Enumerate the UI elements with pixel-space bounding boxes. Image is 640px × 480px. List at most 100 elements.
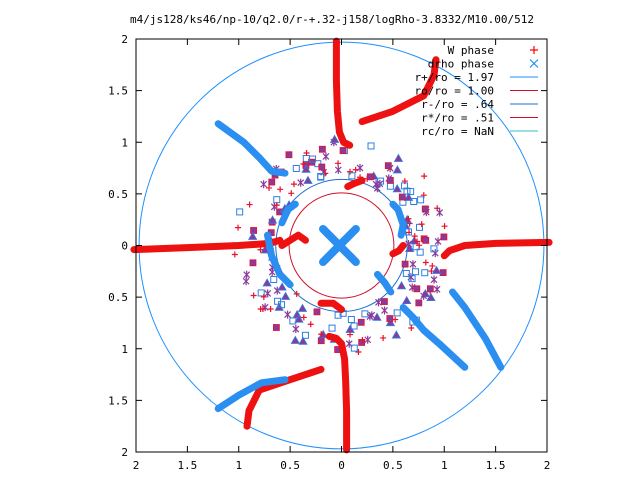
w-phase-arm-5: [358, 56, 440, 126]
ring-point: [352, 166, 359, 173]
ring-point: [393, 153, 404, 162]
ring-point: [409, 260, 417, 269]
ring-point: [231, 251, 238, 258]
ring-point: [249, 259, 257, 267]
ring-point: [421, 173, 428, 180]
ring-point: [260, 180, 268, 189]
ring-point: [359, 336, 366, 343]
ring-point: [262, 278, 272, 287]
ring-point: [285, 151, 293, 159]
ring-point: [431, 265, 442, 274]
ring-point: [386, 182, 394, 190]
ring-point: [402, 269, 410, 277]
ring-point: [356, 163, 364, 172]
ring-point: [257, 306, 264, 313]
ring-point: [398, 193, 406, 201]
ring-point: [329, 134, 340, 143]
ring-point: [426, 285, 434, 293]
ring-point: [413, 285, 421, 293]
ring-point: [250, 292, 257, 299]
ring-point: [385, 174, 393, 183]
ring-point: [408, 325, 415, 332]
x-tick-label: 2: [133, 459, 140, 472]
ring-point: [429, 262, 436, 269]
ring-point: [277, 282, 287, 291]
ring-point: [418, 221, 425, 228]
ring-point: [366, 173, 374, 181]
ring-point: [380, 298, 388, 305]
ring-point: [364, 335, 372, 344]
ring-point: [392, 165, 403, 174]
ring-point: [297, 303, 308, 312]
ring-point: [372, 180, 380, 189]
ring-point: [250, 227, 257, 234]
ring-point: [257, 246, 264, 253]
drho-phase-arm-3: [449, 288, 505, 371]
ring-point: [366, 312, 374, 321]
x-tick-label: 1: [441, 459, 448, 472]
w-phase-arm-1: [130, 236, 284, 254]
ring-point: [421, 205, 429, 213]
ring-point: [396, 281, 407, 290]
ring-point: [411, 233, 418, 240]
w-phase-arm-9: [389, 242, 407, 258]
center-cross-mark: [319, 224, 360, 267]
ring-point: [301, 331, 309, 339]
drho-phase-arm-0: [214, 120, 289, 177]
ring-point: [426, 292, 436, 301]
y-tick-label: 1.5: [108, 85, 128, 98]
w-phase-arm-3: [332, 37, 354, 149]
ring-point: [433, 285, 441, 294]
ring-point: [293, 290, 300, 297]
ring-point: [318, 145, 326, 153]
ring-point: [416, 242, 423, 249]
ring-point: [412, 268, 420, 276]
ring-point: [274, 302, 284, 311]
radius-circle-2: [288, 192, 395, 299]
ring-point: [273, 202, 280, 209]
legend-label: r*/ro = .51: [421, 112, 494, 125]
w-phase-arm-4: [243, 365, 325, 430]
ring-point: [357, 318, 365, 326]
ring-point: [422, 259, 429, 266]
ring-point: [322, 152, 330, 161]
x-tick-label: 1: [235, 459, 242, 472]
y-tick-label: 1: [121, 343, 128, 356]
ring-point: [417, 196, 425, 204]
drho-phase-arm-5: [374, 270, 395, 296]
ring-point: [367, 142, 375, 150]
ring-point: [392, 184, 402, 193]
ring-point: [393, 309, 401, 317]
ring-point: [404, 243, 415, 253]
ring-point: [404, 228, 412, 236]
ring-point: [348, 172, 356, 180]
ring-point: [421, 269, 429, 277]
ring-point: [391, 330, 402, 339]
legend-label: r-/ro = .64: [421, 98, 494, 111]
ring-point: [403, 187, 411, 195]
ring-point: [280, 291, 291, 300]
ring-point: [422, 236, 430, 244]
y-tick-label: 0.5: [108, 291, 128, 304]
legend-label: rc/ro = NaN: [421, 125, 494, 138]
drho-phase-arm-2: [214, 376, 289, 413]
ring-point: [375, 298, 382, 307]
ring-point: [384, 162, 392, 170]
ring-point: [291, 181, 298, 188]
ring-point: [270, 276, 278, 284]
ring-point: [402, 295, 412, 305]
ring-point: [347, 315, 355, 323]
ring-point: [292, 164, 300, 172]
ring-point: [236, 208, 244, 216]
legend-label: drho phase: [428, 58, 494, 71]
ring-point: [284, 310, 292, 319]
drho-phase-arm-7: [389, 200, 407, 239]
x-tick-label: 0.5: [280, 459, 300, 472]
data-layer: [130, 37, 553, 454]
ring-point: [405, 215, 412, 222]
ring-point: [318, 331, 325, 338]
ring-point: [288, 190, 295, 197]
ring-point: [439, 269, 447, 277]
